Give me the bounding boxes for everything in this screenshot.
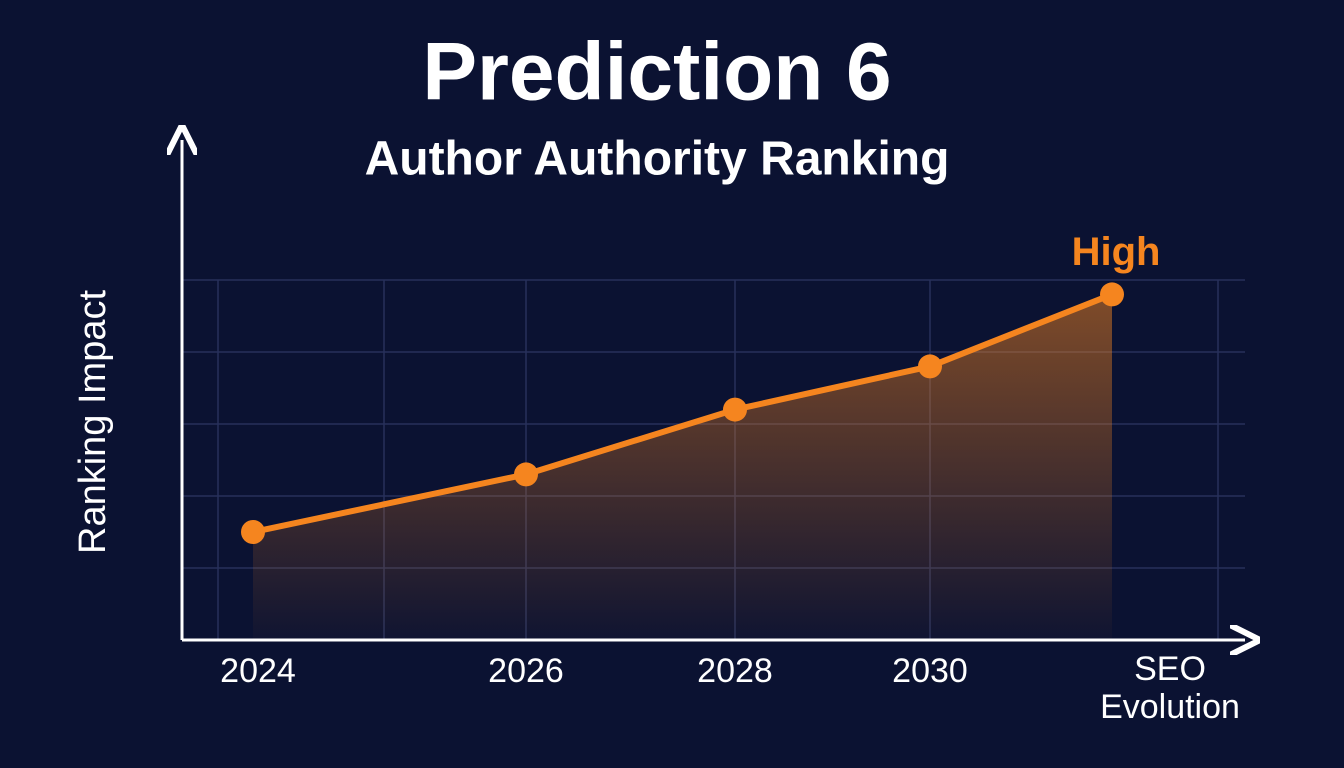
x-tick-label: 2026 <box>488 652 564 690</box>
annotation: High <box>1072 230 1161 274</box>
chart-title: Prediction 6 <box>422 27 891 118</box>
point <box>918 354 942 379</box>
point <box>723 397 747 422</box>
area <box>253 294 1112 640</box>
x-tick-label: 2024 <box>220 652 296 690</box>
x-tick-label: 2028 <box>697 652 773 690</box>
x-axis-label: SEO Evolution <box>1100 650 1240 726</box>
x-tick-label: 2030 <box>892 652 968 690</box>
y-axis-label: Ranking Impact <box>72 290 114 554</box>
plot-area: High <box>182 230 1245 640</box>
chart-subtitle: Author Authority Ranking <box>365 133 950 186</box>
point <box>241 520 265 544</box>
point <box>514 462 538 487</box>
point <box>1100 282 1124 307</box>
